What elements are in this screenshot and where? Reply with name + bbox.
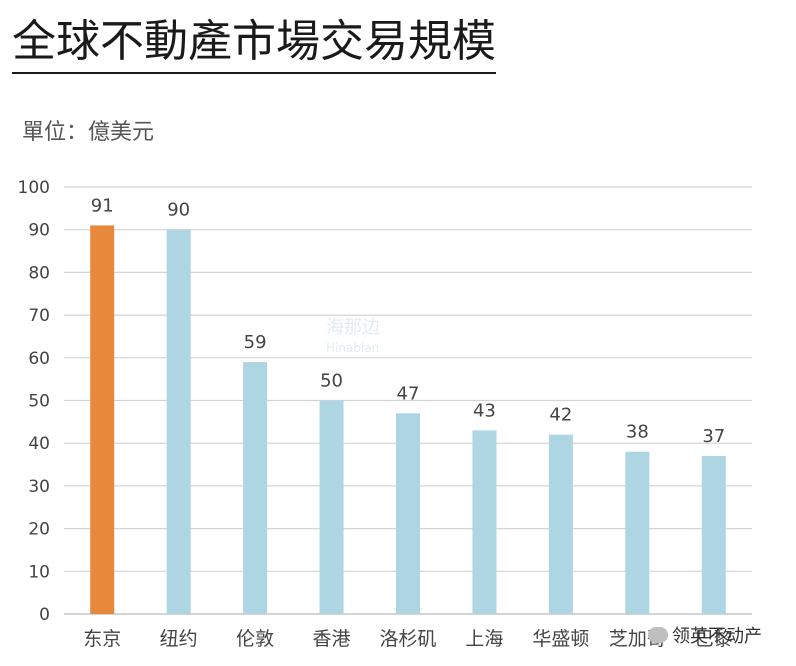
watermark: 海那边 Hinabian: [326, 318, 380, 358]
data-labels: 91 90 59 50 47 43 42 38 37: [91, 195, 725, 447]
y-tick-label: 100: [18, 178, 50, 198]
x-tick-label: 纽约: [160, 628, 198, 650]
bars: [90, 225, 726, 614]
unit-label: 單位：億美元: [22, 120, 155, 145]
bar: [625, 451, 650, 614]
wechat-icon: [648, 627, 668, 643]
data-label: 50: [320, 371, 343, 392]
data-label: 91: [91, 195, 114, 216]
source-credit: 领英不动产: [648, 622, 762, 648]
bar: [319, 400, 344, 614]
bar: [396, 413, 420, 614]
x-tick-label: 华盛顿: [532, 628, 589, 650]
bar: [90, 225, 115, 614]
data-label: 90: [167, 200, 190, 221]
bar: [701, 456, 726, 614]
y-tick-label: 80: [28, 263, 50, 283]
y-axis-ticks: 0 10 20 30 40 50 60 70 80 90 100: [18, 178, 50, 625]
watermark-subtext: Hinabian: [326, 341, 380, 355]
bar: [472, 430, 497, 614]
bar: [548, 434, 573, 614]
data-label: 43: [473, 400, 496, 421]
y-tick-label: 70: [28, 306, 50, 326]
data-label: 38: [626, 422, 649, 443]
y-tick-label: 50: [28, 392, 50, 412]
x-axis-labels: 东京 纽约 伦敦 香港 洛杉矶 上海 华盛顿 芝加哥 巴黎: [83, 628, 733, 650]
bar: [166, 229, 191, 614]
x-tick-label: 伦敦: [236, 628, 274, 650]
y-tick-label: 90: [28, 221, 50, 241]
y-tick-label: 0: [39, 605, 50, 625]
x-tick-label: 上海: [465, 628, 503, 650]
x-tick-label: 洛杉矶: [379, 628, 436, 650]
bar: [243, 362, 268, 614]
x-tick-label: 东京: [83, 628, 121, 650]
y-tick-label: 60: [28, 349, 50, 369]
y-tick-label: 30: [28, 477, 50, 497]
x-tick-label: 香港: [313, 628, 351, 650]
x-tick-label: 巴黎: [695, 628, 733, 650]
chart-title: 全球不動產市場交易規模: [12, 16, 496, 74]
y-tick-label: 40: [28, 434, 50, 454]
data-label: 47: [397, 383, 420, 404]
source-text: 领英不动产: [672, 626, 762, 647]
watermark-text: 海那边: [326, 317, 380, 338]
y-tick-label: 10: [28, 562, 50, 582]
data-label: 59: [244, 332, 267, 353]
data-label: 37: [702, 426, 725, 447]
data-label: 42: [549, 405, 572, 426]
y-tick-label: 20: [28, 520, 50, 540]
